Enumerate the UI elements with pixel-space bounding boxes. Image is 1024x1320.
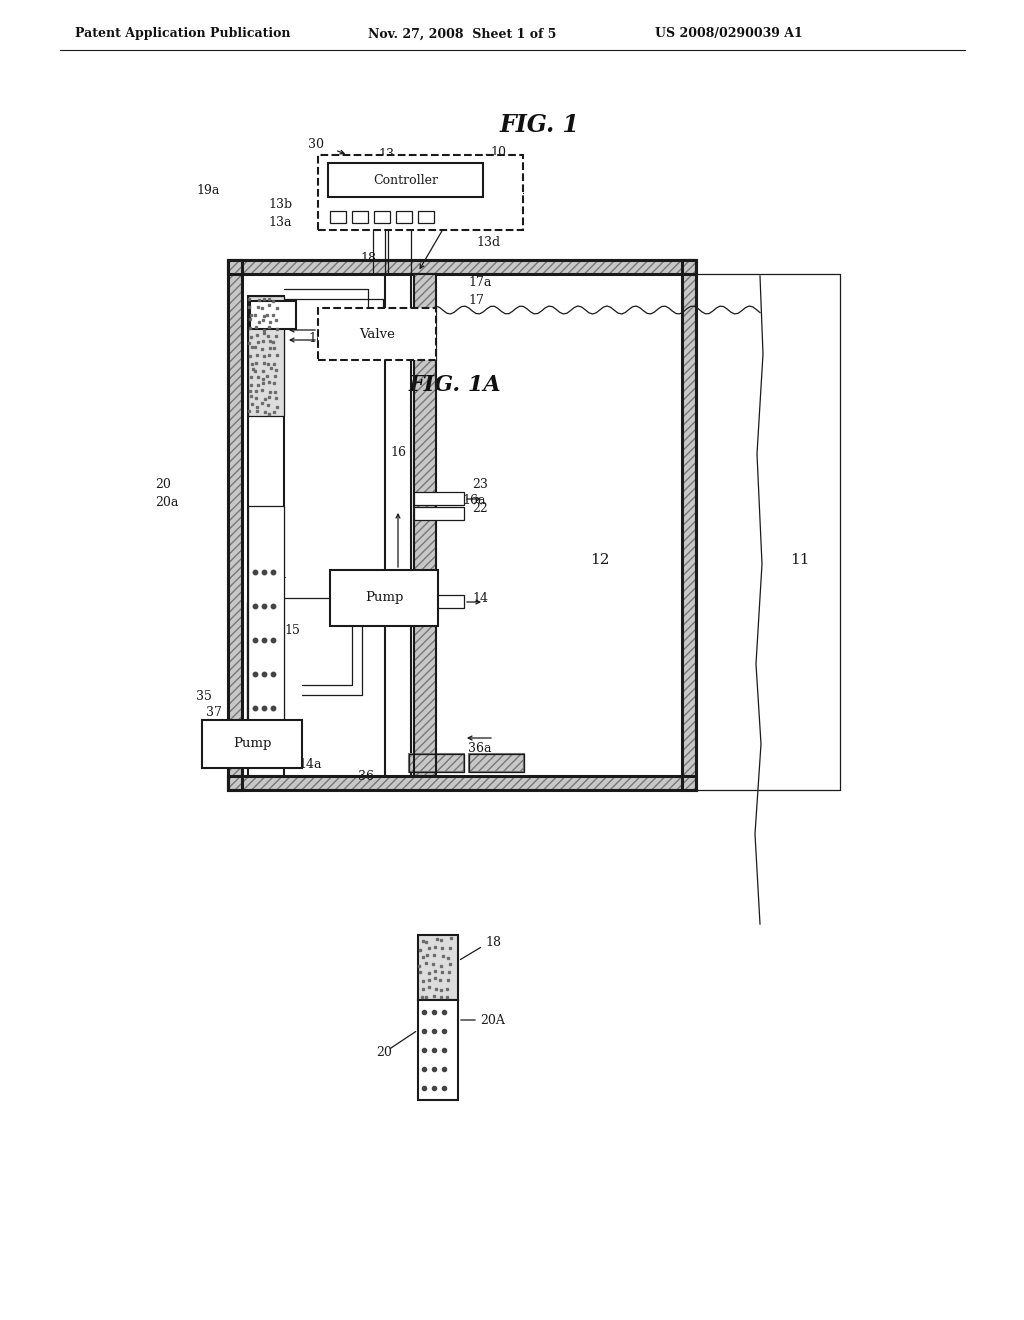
Bar xyxy=(318,154,523,230)
Bar xyxy=(202,719,302,768)
Text: FIG. 1: FIG. 1 xyxy=(500,114,580,137)
Text: 13b: 13b xyxy=(268,198,292,211)
Bar xyxy=(409,754,464,772)
Bar xyxy=(228,260,242,789)
Bar xyxy=(682,260,696,789)
Text: 18: 18 xyxy=(308,331,324,345)
Text: 14: 14 xyxy=(472,591,488,605)
Text: 11: 11 xyxy=(790,553,810,568)
Text: 13c: 13c xyxy=(476,219,499,231)
Text: 12: 12 xyxy=(590,553,609,568)
Bar xyxy=(248,296,284,416)
Text: Pump: Pump xyxy=(365,591,403,605)
Bar xyxy=(409,754,464,772)
Text: 13a: 13a xyxy=(268,215,292,228)
Text: 17a: 17a xyxy=(468,276,492,289)
Bar xyxy=(228,776,696,789)
Text: 17: 17 xyxy=(468,293,484,306)
Text: 20: 20 xyxy=(155,478,171,491)
Text: 35: 35 xyxy=(196,689,212,702)
Text: Patent Application Publication: Patent Application Publication xyxy=(75,28,291,41)
Bar xyxy=(414,507,464,520)
Bar xyxy=(396,211,412,223)
Text: 20a: 20a xyxy=(155,495,178,508)
Bar xyxy=(352,211,368,223)
Text: 13: 13 xyxy=(378,149,394,161)
Bar xyxy=(469,754,524,772)
Text: Pump: Pump xyxy=(232,738,271,751)
Text: 36: 36 xyxy=(358,771,374,784)
Bar xyxy=(228,776,696,789)
Text: US 2008/0290039 A1: US 2008/0290039 A1 xyxy=(655,28,803,41)
Text: 15: 15 xyxy=(284,623,300,636)
Text: 19a: 19a xyxy=(196,183,219,197)
Text: 23: 23 xyxy=(472,479,487,491)
Bar xyxy=(248,296,284,776)
Bar xyxy=(242,275,682,776)
Text: 10: 10 xyxy=(490,145,506,158)
Text: 21: 21 xyxy=(272,568,288,581)
Text: Valve: Valve xyxy=(359,327,395,341)
Text: Controller: Controller xyxy=(373,173,438,186)
Bar xyxy=(418,211,434,223)
Text: 20: 20 xyxy=(376,1045,392,1059)
Bar xyxy=(418,935,458,1001)
Text: 22: 22 xyxy=(472,502,487,515)
Text: 18: 18 xyxy=(485,936,501,949)
Text: 30: 30 xyxy=(308,139,324,152)
Text: 36a: 36a xyxy=(468,742,492,755)
Text: 16a: 16a xyxy=(462,494,485,507)
Bar xyxy=(250,301,296,329)
Bar xyxy=(414,275,436,776)
Bar xyxy=(414,595,464,609)
Bar xyxy=(228,260,696,275)
Text: 37: 37 xyxy=(206,706,222,719)
Bar xyxy=(469,754,524,772)
Bar xyxy=(682,260,696,789)
Bar xyxy=(328,162,483,197)
Text: 18: 18 xyxy=(264,494,280,507)
Bar xyxy=(318,308,436,360)
Bar xyxy=(330,570,438,626)
Text: 13d: 13d xyxy=(476,236,500,249)
Bar xyxy=(330,211,346,223)
Text: FIG. 1A: FIG. 1A xyxy=(409,374,502,396)
Bar xyxy=(414,492,464,506)
Bar xyxy=(414,275,436,776)
Bar xyxy=(228,260,242,789)
Text: Nov. 27, 2008  Sheet 1 of 5: Nov. 27, 2008 Sheet 1 of 5 xyxy=(368,28,556,41)
Bar xyxy=(418,1001,458,1100)
Text: 14a: 14a xyxy=(298,759,322,771)
Text: 19: 19 xyxy=(262,338,278,351)
Bar xyxy=(248,506,284,726)
Text: 16: 16 xyxy=(390,446,406,458)
Text: 18: 18 xyxy=(360,252,376,264)
Text: 20A: 20A xyxy=(480,1014,505,1027)
Bar xyxy=(228,260,696,275)
Bar xyxy=(374,211,390,223)
